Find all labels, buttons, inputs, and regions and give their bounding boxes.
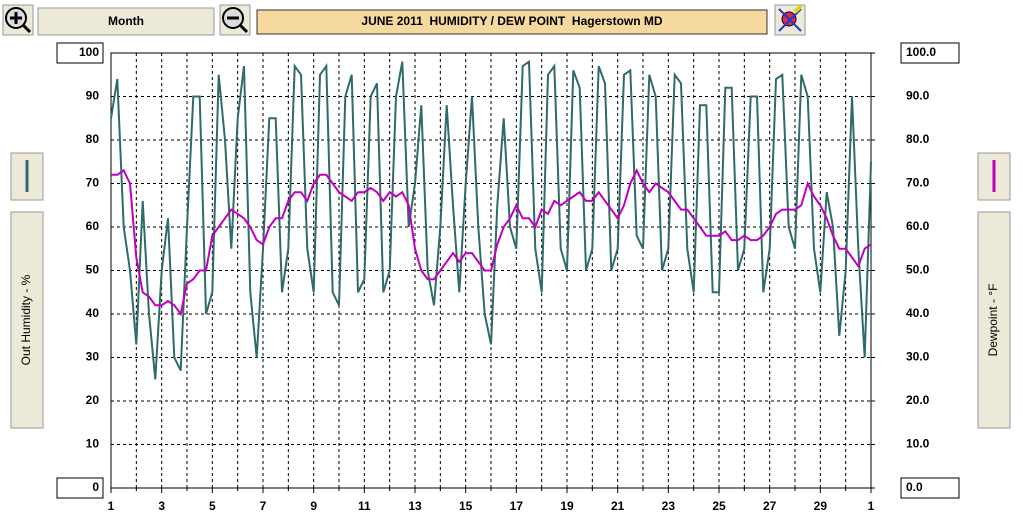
x-tick-label: 27 [763, 499, 777, 513]
y-tick-label: 100 [79, 45, 99, 59]
y-tick-label: 0 [92, 480, 99, 494]
y2-tick-label: 0.0 [906, 480, 923, 494]
dewpoint-axis-button[interactable] [977, 211, 1011, 429]
x-tick-label: 21 [611, 499, 625, 513]
y-tick-label: 80 [86, 132, 100, 146]
range-button-label: Month [108, 14, 144, 28]
y-tick-label: 10 [86, 437, 100, 451]
data-line [110, 59, 872, 380]
x-tick-label: 23 [662, 499, 676, 513]
y2-tick-label: 10.0 [906, 437, 930, 451]
settings-icon[interactable] [774, 4, 806, 36]
y2-tick-label: 90.0 [906, 89, 930, 103]
tick-box [56, 477, 104, 499]
x-tick-label: 7 [260, 499, 267, 513]
y2-tick-label: 80.0 [906, 132, 930, 146]
x-tick-label: 17 [510, 499, 524, 513]
humidity-axis-button[interactable] [10, 211, 44, 429]
y2-tick-label: 100.0 [906, 45, 936, 59]
y2-tick-label: 30.0 [906, 350, 930, 364]
y-tick-label: 70 [86, 176, 100, 190]
x-tick-label: 25 [712, 499, 726, 513]
range-button[interactable]: Month [37, 7, 215, 36]
tick-box [900, 477, 960, 499]
zoom-out-button[interactable] [219, 4, 251, 36]
axis-label: Dewpoint - °F [986, 284, 1000, 357]
x-tick-label: 1 [108, 499, 115, 513]
y-tick-label: 30 [86, 350, 100, 364]
x-tick-label: 15 [459, 499, 473, 513]
x-tick-label: 19 [560, 499, 574, 513]
y-tick-label: 50 [86, 263, 100, 277]
data-line [111, 168, 872, 317]
x-tick-label: 3 [158, 499, 165, 513]
y2-tick-label: 50.0 [906, 263, 930, 277]
y2-tick-label: 20.0 [906, 393, 930, 407]
y2-tick-label: 70.0 [906, 176, 930, 190]
axis-label: Out Humidity - % [19, 274, 33, 365]
y-tick-label: 60 [86, 219, 100, 233]
chart-title: JUNE 2011 HUMIDITY / DEW POINT Hagerstow… [361, 14, 663, 28]
x-tick-label: 29 [814, 499, 828, 513]
title-box [256, 9, 768, 35]
x-tick-label: 9 [310, 499, 317, 513]
y-tick-label: 40 [86, 306, 100, 320]
y2-tick-label: 40.0 [906, 306, 930, 320]
y-tick-label: 90 [86, 89, 100, 103]
y2-tick-label: 60.0 [906, 219, 930, 233]
tick-box [900, 42, 960, 64]
x-tick-label: 1 [868, 499, 875, 513]
x-tick-label: 5 [209, 499, 216, 513]
x-tick-label: 13 [408, 499, 422, 513]
x-tick-label: 11 [358, 499, 371, 513]
y-tick-label: 20 [86, 393, 100, 407]
tick-box [56, 42, 104, 64]
zoom-in-button[interactable] [2, 4, 34, 36]
